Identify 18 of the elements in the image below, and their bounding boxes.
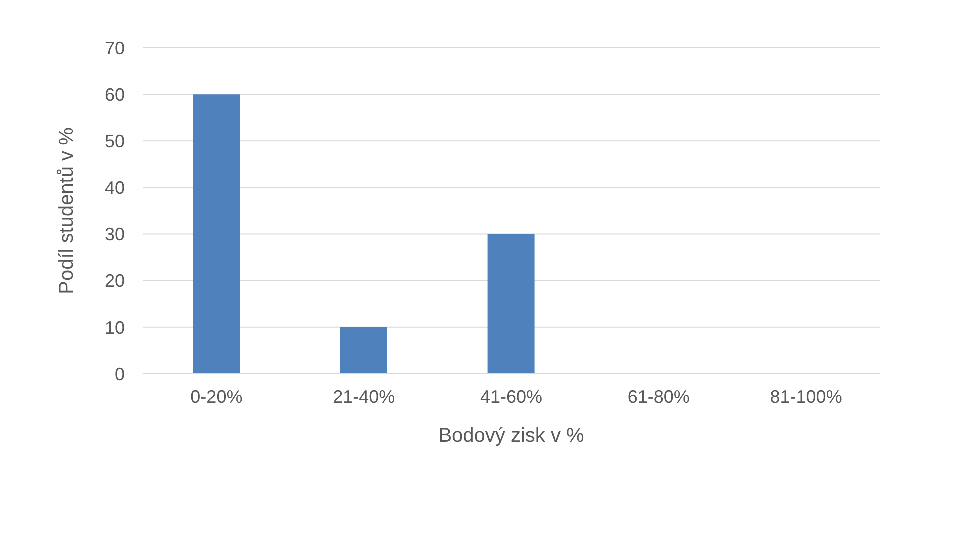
bar xyxy=(340,327,388,374)
x-axis-title: Bodový zisk v % xyxy=(438,425,585,447)
bar xyxy=(488,234,535,374)
y-axis-title: Podíl studentů v % xyxy=(56,127,78,294)
x-tick-label: 21-40% xyxy=(333,386,396,407)
y-tick-label: 10 xyxy=(104,318,125,338)
x-tick-label: 81-100% xyxy=(770,386,842,407)
y-tick-label: 30 xyxy=(104,224,125,245)
x-tick-label: 61-80% xyxy=(628,386,690,407)
y-tick-label: 70 xyxy=(104,38,125,58)
x-tick-label: 41-60% xyxy=(480,386,543,407)
y-tick-label: 40 xyxy=(104,178,125,198)
y-tick-label: 60 xyxy=(104,84,125,105)
y-tick-label: 20 xyxy=(104,271,125,292)
x-tick-label: 0-20% xyxy=(190,386,243,407)
y-tick-label: 50 xyxy=(104,132,125,152)
bar xyxy=(193,94,240,374)
y-tick-label: 0 xyxy=(114,364,125,384)
